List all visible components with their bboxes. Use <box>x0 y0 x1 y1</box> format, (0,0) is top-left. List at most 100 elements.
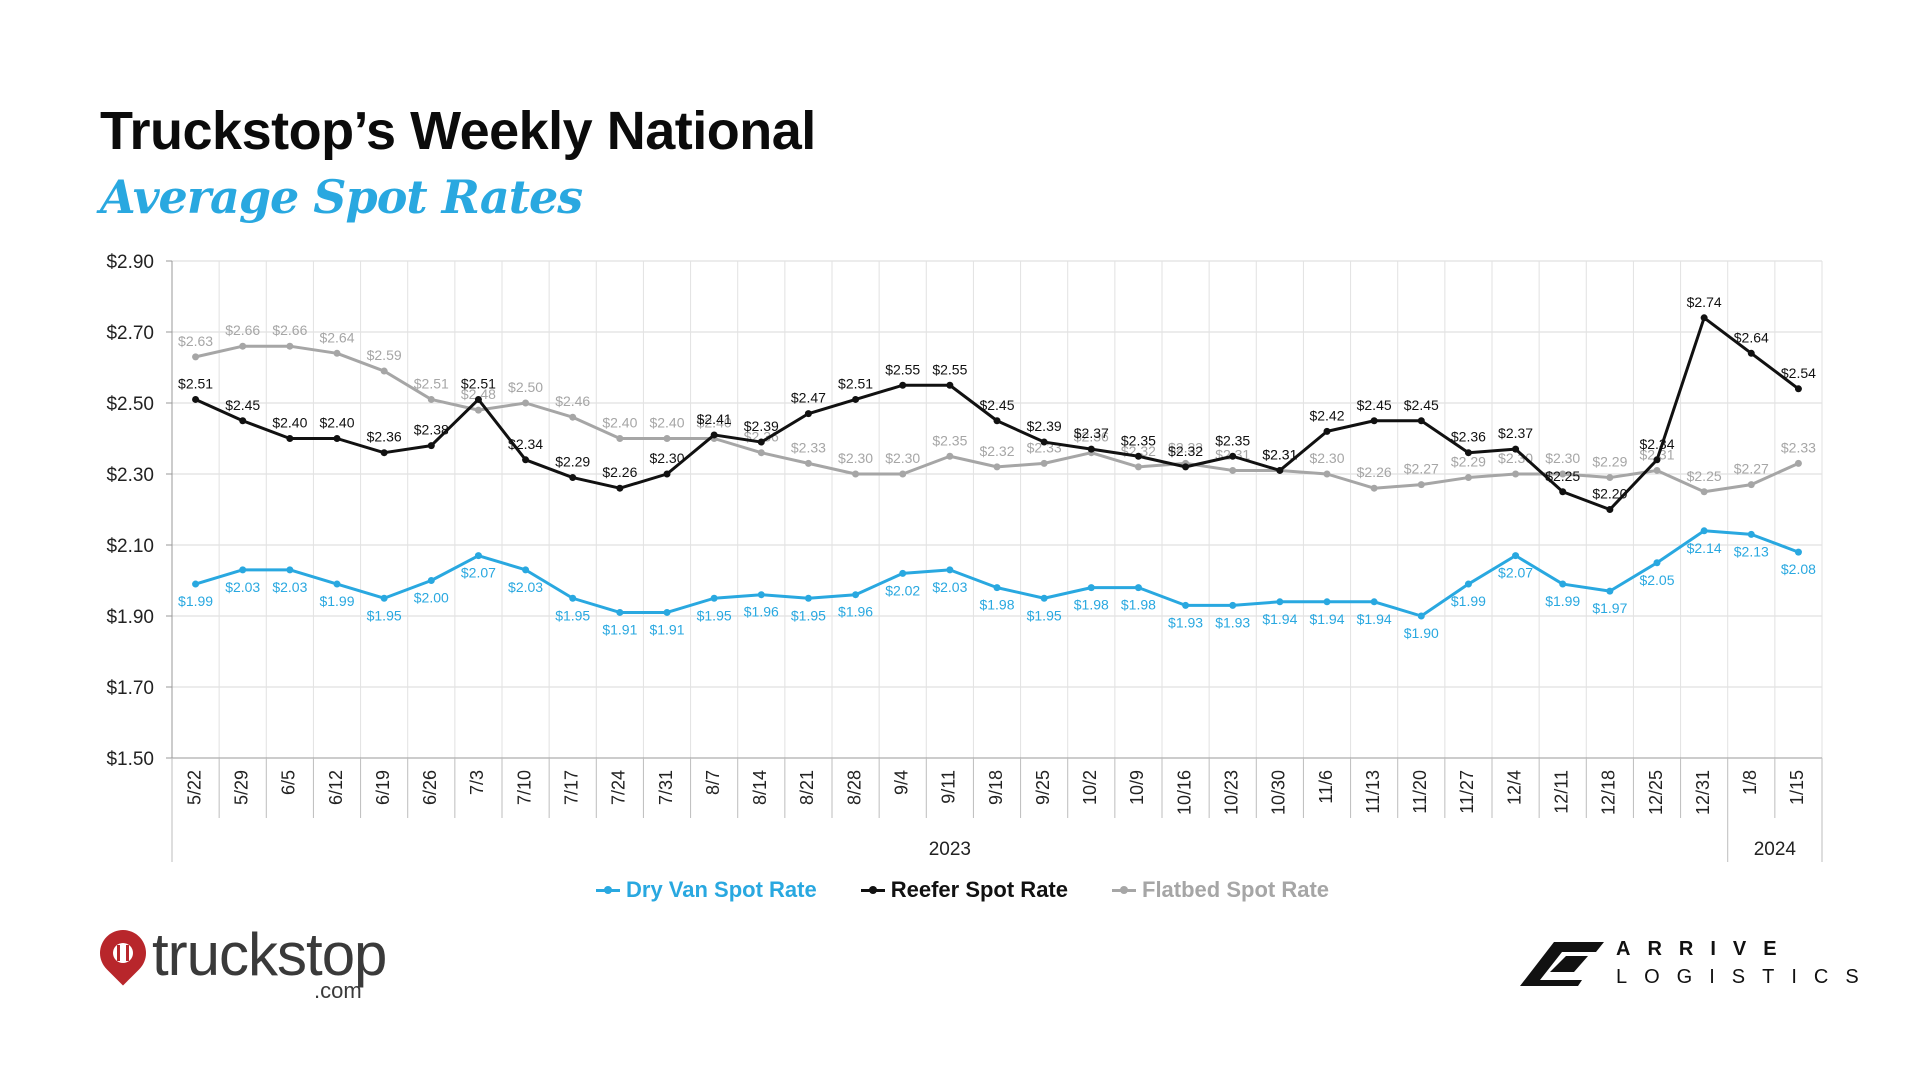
data-point <box>993 417 1001 425</box>
data-point <box>522 456 530 464</box>
legend: Dry Van Spot Rate Reefer Spot Rate Flatbed… <box>596 877 1329 903</box>
year-label: 2023 <box>929 839 971 860</box>
legend-label: Dry Van Spot Rate <box>626 877 817 902</box>
data-label: $2.34 <box>508 436 543 452</box>
x-tick-label: 10/30 <box>1269 770 1289 815</box>
data-label: $1.99 <box>319 593 354 609</box>
data-point <box>1370 598 1378 606</box>
data-label: $2.31 <box>1262 446 1297 462</box>
data-point <box>1134 452 1142 460</box>
data-label: $2.07 <box>1498 565 1533 581</box>
x-tick-label: 8/28 <box>844 770 864 805</box>
data-point <box>1464 474 1472 482</box>
x-tick-label: 6/12 <box>326 770 346 805</box>
data-label: $2.35 <box>1215 432 1250 448</box>
data-label: $2.29 <box>1451 454 1486 470</box>
data-point <box>804 594 812 602</box>
data-point <box>663 435 671 442</box>
data-label: $1.95 <box>697 607 732 623</box>
data-label: $1.97 <box>1592 600 1627 616</box>
x-tick-label: 5/29 <box>231 770 251 805</box>
data-point <box>1087 445 1095 453</box>
data-point <box>710 431 718 439</box>
data-point <box>286 435 294 442</box>
legend-swatch <box>1112 885 1136 894</box>
x-tick-label: 7/17 <box>561 770 581 805</box>
data-label: $2.40 <box>697 415 732 431</box>
data-label: $2.51 <box>414 375 449 391</box>
data-label: $1.93 <box>1168 614 1203 630</box>
data-point <box>899 470 907 478</box>
data-point <box>1087 584 1095 592</box>
data-point <box>993 584 1001 592</box>
x-tick-label: 8/7 <box>703 770 723 795</box>
data-label: $2.55 <box>885 361 920 377</box>
x-tick-label: 8/14 <box>750 770 770 805</box>
data-point <box>1606 587 1614 595</box>
data-label: $2.45 <box>1357 397 1392 413</box>
data-point <box>1323 598 1331 606</box>
data-label: $2.33 <box>791 439 826 455</box>
data-point <box>946 452 954 460</box>
x-tick-label: 9/25 <box>1033 770 1053 805</box>
data-point <box>1417 612 1425 620</box>
data-point <box>1606 474 1614 482</box>
data-point <box>1794 548 1802 556</box>
data-point <box>663 470 671 478</box>
data-label: $2.63 <box>178 333 213 349</box>
x-tick-label: 12/25 <box>1646 770 1666 815</box>
data-label: $2.36 <box>1451 429 1486 445</box>
data-point <box>1747 349 1755 357</box>
data-point <box>1276 466 1284 474</box>
data-label: $2.38 <box>414 422 449 438</box>
data-label: $1.91 <box>649 621 684 637</box>
data-point <box>1417 481 1425 489</box>
x-tick-label: 11/13 <box>1363 770 1383 814</box>
chart-title: Truckstop’s Weekly National <box>100 101 816 161</box>
data-label: $2.64 <box>319 329 354 345</box>
data-point <box>1370 484 1378 492</box>
data-point <box>239 566 247 574</box>
data-point <box>616 608 624 616</box>
data-label: $1.94 <box>1309 611 1344 627</box>
data-label: $2.27 <box>1734 461 1769 477</box>
data-label: $2.41 <box>697 411 732 427</box>
data-label: $2.36 <box>367 429 402 445</box>
data-label: $2.66 <box>272 322 307 338</box>
data-point <box>1182 601 1190 609</box>
legend-item: Dry Van Spot Rate <box>596 877 817 903</box>
data-label: $2.45 <box>979 397 1014 413</box>
data-point <box>852 395 860 403</box>
data-point <box>380 594 388 602</box>
x-tick-label: 6/26 <box>420 770 440 805</box>
data-label: $2.32 <box>979 443 1014 459</box>
data-point <box>804 459 812 467</box>
data-label: $2.31 <box>1262 446 1297 462</box>
line-chart: $1.50 $1.70 $1.90 $2.10 $2.30 $2.50 $2.70 $2.90… <box>106 252 1823 862</box>
data-label: $2.39 <box>744 418 779 434</box>
data-label: $2.25 <box>1687 468 1722 484</box>
data-point <box>1794 385 1802 393</box>
data-label: $2.27 <box>1404 461 1439 477</box>
data-label: $2.51 <box>461 375 496 391</box>
data-label: $2.14 <box>1687 540 1722 556</box>
data-label: $2.36 <box>1074 429 1109 445</box>
data-label: $2.13 <box>1734 543 1769 559</box>
x-tick-label: 9/4 <box>891 770 911 795</box>
data-point <box>1040 594 1048 602</box>
data-label: $2.08 <box>1781 561 1816 577</box>
data-label: $2.55 <box>932 361 967 377</box>
data-label: $2.03 <box>932 579 967 595</box>
data-label: $2.03 <box>272 579 307 595</box>
data-point <box>852 470 860 478</box>
data-point <box>474 552 482 560</box>
x-tick-label: 11/20 <box>1410 770 1430 814</box>
data-point <box>1323 427 1331 435</box>
data-point <box>1229 466 1237 474</box>
data-label: $1.99 <box>178 593 213 609</box>
data-point <box>616 435 624 442</box>
data-point <box>1464 449 1472 457</box>
data-label: $2.29 <box>555 454 590 470</box>
x-tick-label: 6/5 <box>279 770 299 795</box>
data-point <box>380 367 388 375</box>
